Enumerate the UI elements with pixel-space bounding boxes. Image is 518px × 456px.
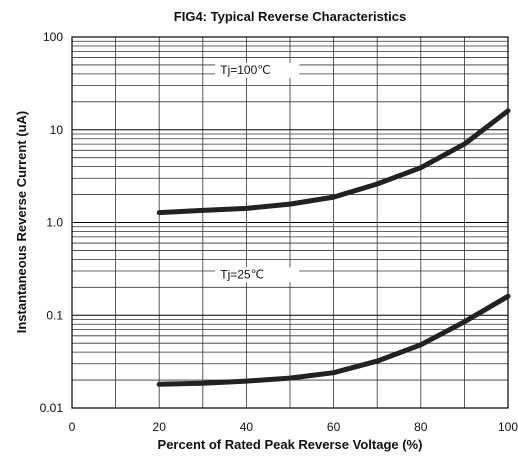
series-labels: Tj=100℃ Tj=25℃ [215, 62, 300, 283]
y-tick-labels: 0.01 0.1 1.0 10 100 [40, 30, 64, 415]
series-label-bg [215, 267, 300, 283]
x-tick-label: 60 [327, 420, 341, 434]
x-tick-label: 0 [69, 420, 76, 434]
series-label-bg [215, 62, 300, 78]
grid [72, 37, 508, 408]
y-axis-label: Instantaneous Reverse Current (uA) [14, 111, 29, 334]
y-tick-label: 0.01 [40, 401, 64, 415]
x-tick-label: 20 [153, 420, 167, 434]
series-line-2 [156, 293, 511, 387]
x-axis-label: Percent of Rated Peak Reverse Voltage (%… [158, 437, 423, 452]
series-label-2: Tj=25℃ [220, 267, 264, 281]
x-tick-label: 100 [498, 420, 518, 434]
chart-title: FIG4: Typical Reverse Characteristics [174, 9, 406, 24]
y-tick-label: 1.0 [46, 216, 63, 230]
series-line-1 [156, 108, 511, 216]
x-tick-label: 40 [240, 420, 254, 434]
y-tick-label: 0.1 [46, 308, 63, 322]
x-tick-label: 80 [414, 420, 428, 434]
y-tick-label: 10 [50, 123, 64, 137]
plot-frame [71, 36, 509, 409]
x-tick-labels: 0 20 40 60 80 100 [69, 420, 518, 434]
series-label-1: Tj=100℃ [220, 63, 271, 77]
y-tick-label: 100 [43, 30, 63, 44]
series-group [156, 108, 511, 387]
